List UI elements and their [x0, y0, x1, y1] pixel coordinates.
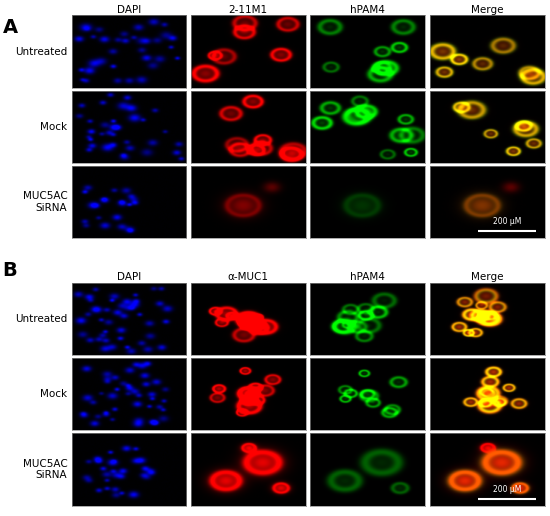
Y-axis label: MUC5AC
SiRNA: MUC5AC SiRNA	[23, 459, 67, 480]
Text: 200 μM: 200 μM	[493, 217, 521, 227]
Text: A: A	[3, 18, 18, 37]
Y-axis label: Untreated: Untreated	[15, 46, 67, 57]
Title: Merge: Merge	[471, 272, 503, 282]
Title: DAPI: DAPI	[117, 5, 141, 14]
Title: DAPI: DAPI	[117, 272, 141, 282]
Text: B: B	[3, 261, 18, 280]
Y-axis label: Mock: Mock	[40, 122, 67, 132]
Title: hPAM4: hPAM4	[350, 5, 385, 14]
Title: hPAM4: hPAM4	[350, 272, 385, 282]
Title: α-MUC1: α-MUC1	[228, 272, 269, 282]
Title: Merge: Merge	[471, 5, 503, 14]
Text: 200 μM: 200 μM	[493, 485, 521, 494]
Y-axis label: Untreated: Untreated	[15, 314, 67, 324]
Y-axis label: Mock: Mock	[40, 389, 67, 399]
Title: 2-11M1: 2-11M1	[229, 5, 268, 14]
Y-axis label: MUC5AC
SiRNA: MUC5AC SiRNA	[23, 191, 67, 213]
